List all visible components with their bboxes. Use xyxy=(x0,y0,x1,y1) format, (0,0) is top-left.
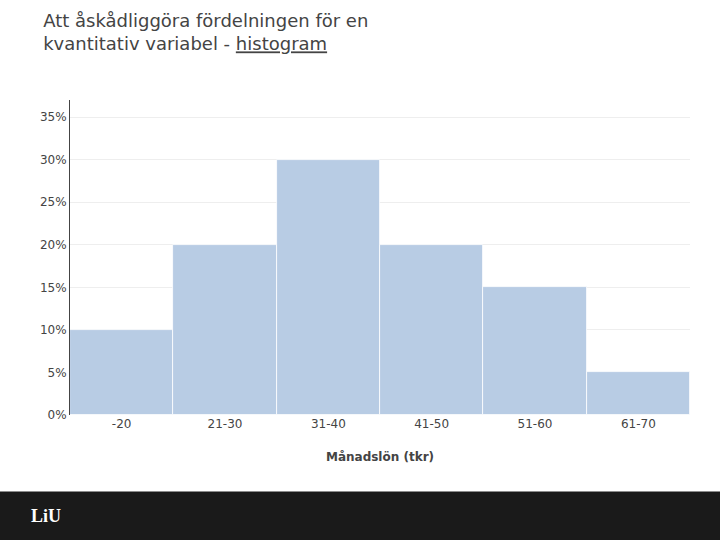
svg-text:Att åskådliggöra fördelningen: Att åskådliggöra fördelningen för enkvan… xyxy=(43,10,368,54)
svg-text:35%: 35% xyxy=(40,110,67,124)
svg-text:21-30: 21-30 xyxy=(208,417,243,431)
svg-text:LiU: LiU xyxy=(31,506,61,526)
svg-text:5%: 5% xyxy=(48,366,67,380)
svg-text:0%: 0% xyxy=(48,408,67,422)
svg-text:-20: -20 xyxy=(112,417,132,431)
svg-text:31-40: 31-40 xyxy=(311,417,346,431)
svg-text:41-50: 41-50 xyxy=(414,417,449,431)
svg-text:51-60: 51-60 xyxy=(518,417,553,431)
svg-text:Månadslön (tkr): Månadslön (tkr) xyxy=(326,450,434,464)
svg-text:15%: 15% xyxy=(40,281,67,295)
svg-text:61-70: 61-70 xyxy=(621,417,656,431)
svg-text:20%: 20% xyxy=(40,238,67,252)
svg-text:30%: 30% xyxy=(40,153,67,167)
svg-text:25%: 25% xyxy=(40,195,67,209)
svg-text:10%: 10% xyxy=(40,323,67,337)
